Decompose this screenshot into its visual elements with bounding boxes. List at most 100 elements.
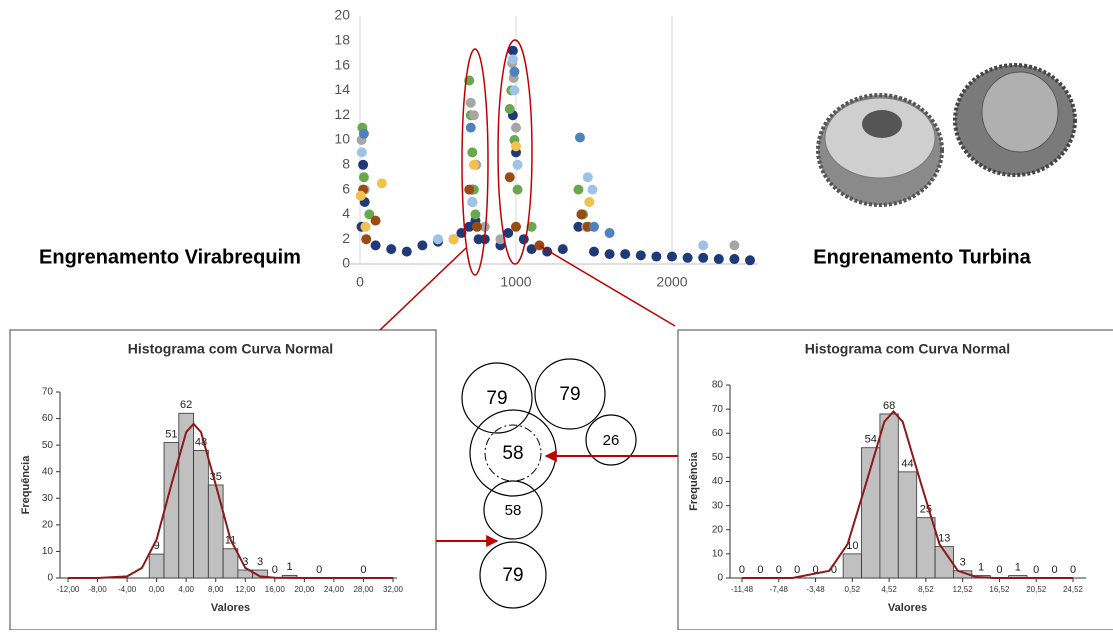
value-label: 0 — [996, 564, 1002, 576]
y-tick-label: 50 — [42, 440, 54, 451]
point — [513, 160, 523, 170]
bar — [149, 554, 164, 578]
point — [449, 234, 459, 244]
y-tick-label: 8 — [342, 156, 350, 172]
point — [584, 197, 594, 207]
point — [714, 254, 724, 264]
point — [470, 209, 480, 219]
x-tick-label: 16,00 — [265, 585, 286, 594]
x-tick-label: 24,52 — [1063, 585, 1084, 594]
point — [667, 252, 677, 262]
y-tick-label: 20 — [42, 519, 54, 530]
point — [519, 234, 529, 244]
point — [508, 54, 518, 64]
y-tick-label: 70 — [42, 387, 54, 398]
bar — [917, 518, 935, 578]
x-tick-label: 8,52 — [918, 585, 934, 594]
point — [467, 197, 477, 207]
node-value: 79 — [486, 388, 507, 409]
x-tick-label: 32,00 — [383, 585, 404, 594]
y-tick-label: 10 — [712, 549, 724, 560]
y-tick-label: 0 — [47, 573, 53, 584]
y-tick-label: 60 — [42, 413, 54, 424]
point — [467, 147, 477, 157]
point — [417, 240, 427, 250]
x-tick-label: 0 — [356, 274, 364, 290]
point — [620, 249, 630, 259]
point — [651, 252, 661, 262]
point — [558, 244, 568, 254]
chart-title: Histograma com Curva Normal — [805, 341, 1010, 357]
point — [371, 216, 381, 226]
x-tick-label: 28,00 — [353, 585, 374, 594]
point — [469, 110, 479, 120]
engine-label: Engrenamento Virabrequim — [39, 246, 301, 268]
engine-label: Engrenamento Turbina — [813, 246, 1031, 268]
x-tick-label: -11,48 — [731, 585, 754, 594]
x-axis-label: Valores — [211, 602, 250, 614]
x-tick-label: 4,00 — [178, 585, 194, 594]
node-value: 58 — [502, 443, 523, 464]
point — [386, 244, 396, 254]
x-tick-label: 0,52 — [845, 585, 861, 594]
value-label: 0 — [739, 564, 745, 576]
value-label: 51 — [165, 428, 177, 440]
node-value: 79 — [502, 565, 523, 586]
point — [583, 172, 593, 182]
bar — [223, 549, 238, 578]
y-tick-label: 10 — [42, 546, 54, 557]
x-tick-label: 12,00 — [235, 585, 256, 594]
value-label: 44 — [901, 458, 913, 470]
value-label: 0 — [757, 564, 763, 576]
x-tick-label: -8,00 — [88, 585, 107, 594]
point — [359, 172, 369, 182]
point — [589, 247, 599, 257]
y-axis-label: Frequência — [20, 455, 32, 515]
y-tick-label: 2 — [342, 230, 350, 246]
value-label: 0 — [316, 564, 322, 576]
value-label: 0 — [272, 564, 278, 576]
y-tick-label: 50 — [712, 452, 724, 463]
point — [472, 222, 482, 232]
value-label: 3 — [960, 557, 966, 569]
x-tick-label: 24,00 — [324, 585, 345, 594]
value-label: 0 — [360, 564, 366, 576]
point — [587, 185, 597, 195]
x-tick-label: -12,00 — [57, 585, 80, 594]
y-tick-label: 20 — [712, 524, 724, 535]
point — [433, 234, 443, 244]
x-tick-label: 0,00 — [149, 585, 165, 594]
value-label: 0 — [1033, 564, 1039, 576]
point — [605, 228, 615, 238]
y-tick-label: 14 — [334, 81, 350, 97]
point — [511, 141, 521, 151]
point — [745, 255, 755, 265]
x-tick-label: 8,00 — [208, 585, 224, 594]
value-label: 3 — [257, 556, 263, 568]
point — [511, 222, 521, 232]
value-label: 1 — [1015, 561, 1021, 573]
point — [511, 123, 521, 133]
value-label: 0 — [1070, 564, 1076, 576]
point — [466, 98, 476, 108]
x-tick-label: 1000 — [500, 274, 531, 290]
point — [683, 253, 693, 263]
value-label: 0 — [794, 564, 800, 576]
x-tick-label: -7,48 — [770, 585, 789, 594]
bar — [208, 485, 223, 578]
figure: 02468101214161820010002000 Engrenamento … — [0, 0, 1113, 630]
value-label: 62 — [180, 399, 192, 411]
y-tick-label: 20 — [334, 7, 350, 23]
circle-diagram: 797926585879 — [462, 359, 636, 608]
point — [589, 222, 599, 232]
y-tick-label: 0 — [342, 255, 350, 271]
bar — [194, 450, 209, 578]
point — [466, 123, 476, 133]
point — [575, 133, 585, 143]
bar — [880, 414, 898, 578]
x-axis-label: Valores — [888, 602, 927, 614]
bar — [843, 554, 861, 578]
y-tick-label: 16 — [334, 56, 350, 72]
y-tick-label: 30 — [712, 500, 724, 511]
